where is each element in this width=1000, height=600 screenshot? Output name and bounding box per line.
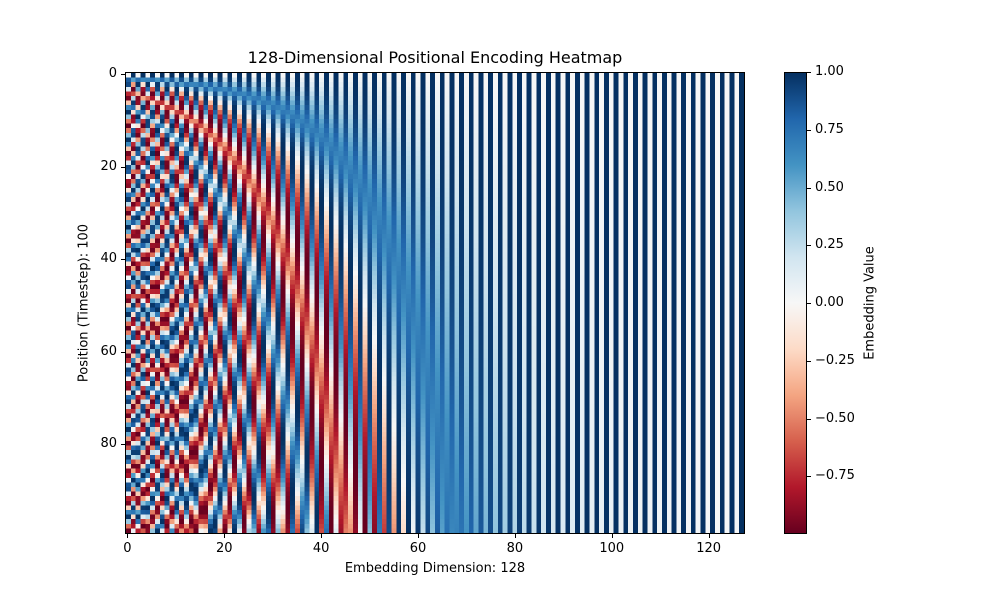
heatmap-plot-area: [125, 72, 745, 534]
colorbar-gradient: [785, 73, 806, 533]
heatmap-canvas: [126, 73, 744, 533]
x-axis-label: Embedding Dimension: 128: [344, 561, 526, 576]
chart-title: 128-Dimensional Positional Encoding Heat…: [247, 48, 623, 67]
colorbar-label: Embedding Value: [862, 246, 878, 360]
colorbar: [784, 72, 807, 534]
y-axis-label: Position (Timestep): 100: [76, 223, 92, 383]
